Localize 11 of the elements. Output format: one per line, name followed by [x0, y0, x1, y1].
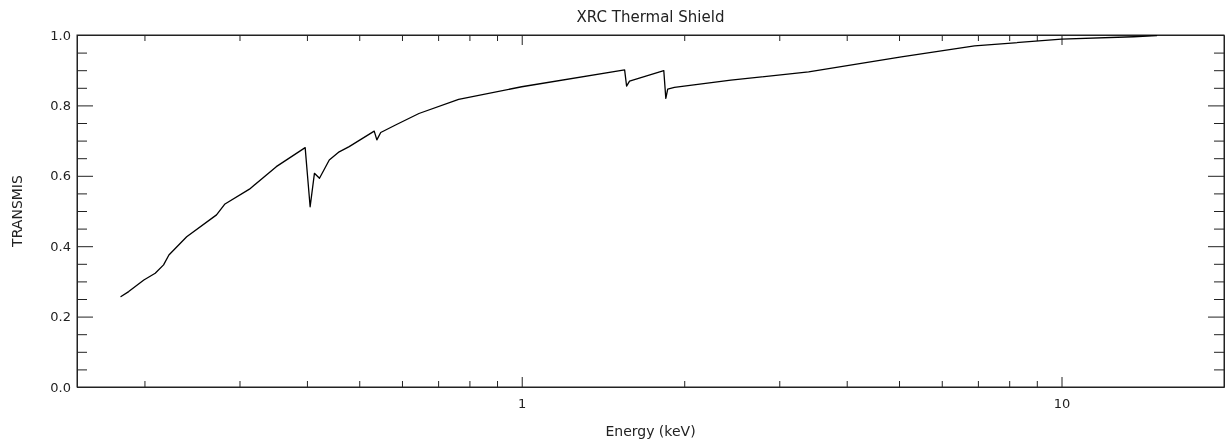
y-tick-label: 0.8 [50, 98, 71, 114]
x-tick-label: 1 [518, 396, 527, 412]
y-tick-label: 0.0 [50, 379, 71, 395]
y-tick-label: 1.0 [50, 27, 71, 43]
y-tick-label: 0.4 [50, 238, 71, 254]
chart-title: XRC Thermal Shield [576, 8, 725, 26]
y-axis-title: TRANSMIS [9, 175, 25, 248]
x-tick-label: 10 [1053, 396, 1071, 412]
x-axis-title: Energy (keV) [605, 423, 696, 439]
y-tick-label: 0.6 [50, 168, 71, 184]
y-tick-label: 0.2 [50, 309, 71, 325]
